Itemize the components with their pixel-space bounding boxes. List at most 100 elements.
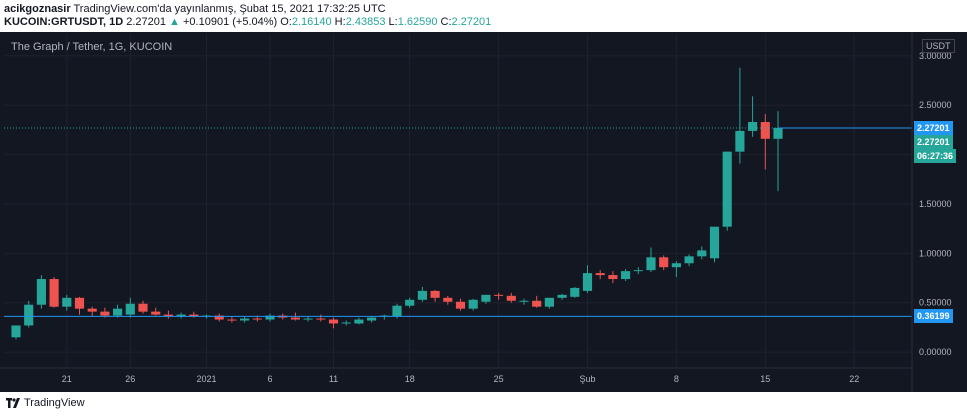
candle-up xyxy=(176,314,186,317)
candle-down xyxy=(595,273,605,276)
candle-up xyxy=(633,270,643,272)
y-tick-label: 0.50000 xyxy=(919,298,952,308)
x-tick-label: 11 xyxy=(329,374,338,384)
candle-up xyxy=(405,299,415,306)
symbol-ohlc: KUCOIN:GRTUSDT, 1D 2.27201 ▲ +0.10901 (+… xyxy=(4,16,491,28)
x-tick-label: 18 xyxy=(405,374,415,384)
candle-down xyxy=(430,290,440,298)
candle-up xyxy=(544,297,554,307)
candle-up xyxy=(646,257,656,271)
y-tick-label: 0.00000 xyxy=(919,347,952,357)
x-tick-label: 15 xyxy=(760,374,770,384)
candle-up xyxy=(341,322,351,324)
candle-down xyxy=(608,275,618,280)
candle-up xyxy=(265,315,275,320)
last-price: 2.27201 xyxy=(123,16,166,28)
candle-down xyxy=(659,257,669,268)
open-label: O: xyxy=(277,16,292,28)
candle-up xyxy=(557,294,567,298)
symbol-label: KUCOIN:GRTUSDT, 1D xyxy=(4,16,124,28)
candle-down xyxy=(252,318,262,320)
x-tick-label: 25 xyxy=(494,374,504,384)
candle-down xyxy=(316,318,326,320)
candle-up xyxy=(62,297,72,307)
unit-label[interactable]: USDT xyxy=(922,39,955,53)
candlestick-chart[interactable]: 3.000002.500002.000001.500001.000000.500… xyxy=(0,32,967,392)
candle-up xyxy=(684,256,694,264)
candle-up xyxy=(392,305,402,317)
candle-up xyxy=(481,294,491,302)
candle-up xyxy=(468,299,478,309)
x-tick-label: 26 xyxy=(125,374,135,384)
up-arrow-icon: ▲ xyxy=(166,16,183,28)
current-price-label: 2.27201 xyxy=(914,120,953,135)
candle-up xyxy=(621,271,631,280)
grid-lines xyxy=(4,34,912,368)
candle-down xyxy=(760,122,770,139)
chart-area[interactable]: 3.000002.500002.000001.500001.000000.500… xyxy=(0,32,967,392)
candle-up xyxy=(36,279,46,305)
candle-up xyxy=(671,263,681,268)
candle-down xyxy=(163,314,173,317)
candle-up xyxy=(722,151,732,227)
close-price-label: 2.27201 xyxy=(914,134,953,149)
candle-up xyxy=(735,130,745,152)
publish-info: acikgoznasir TradingView.com'da yayınlan… xyxy=(4,3,386,15)
candle-up xyxy=(354,319,364,324)
high-value: 2.43853 xyxy=(345,16,386,28)
author-name[interactable]: acikgoznasir xyxy=(4,3,71,15)
y-tick-label: 3.00000 xyxy=(919,51,952,61)
candle-down xyxy=(74,297,85,309)
candle-down xyxy=(506,295,516,301)
countdown-label: 06:27:36 xyxy=(914,148,957,163)
candle-up xyxy=(709,226,720,259)
publish-date: TradingView.com'da yayınlanmış, Şubat 15… xyxy=(70,3,386,15)
footer: TradingView xyxy=(0,392,967,416)
low-value: 1.62590 xyxy=(397,16,438,28)
candle-up xyxy=(240,318,250,321)
candles xyxy=(11,67,783,340)
publish-header: acikgoznasir TradingView.com'da yayınlan… xyxy=(0,0,967,32)
candle-up xyxy=(570,287,580,297)
y-tick-label: 1.00000 xyxy=(919,248,952,258)
candle-up xyxy=(303,318,313,320)
chart-title: The Graph / Tether, 1G, KUCOIN xyxy=(11,41,173,53)
close-value: 2.27201 xyxy=(451,16,492,28)
candle-up xyxy=(417,290,427,300)
candle-up xyxy=(582,273,593,291)
candle-down xyxy=(49,279,59,307)
candle-down xyxy=(494,294,504,296)
candle-up xyxy=(519,300,529,302)
candle-down xyxy=(227,319,237,321)
x-tick-label: Şub xyxy=(579,374,595,384)
tradingview-logo-icon xyxy=(6,398,20,408)
candle-down xyxy=(290,317,300,320)
candle-up xyxy=(773,127,783,139)
x-tick-label: 2021 xyxy=(196,374,216,384)
price-axis-bg xyxy=(912,32,967,392)
candle-down xyxy=(443,297,453,302)
candle-up xyxy=(367,317,377,321)
candle-down xyxy=(87,308,97,312)
candle-down xyxy=(100,311,110,316)
high-label: H: xyxy=(331,16,346,28)
tradingview-brand[interactable]: TradingView xyxy=(24,397,85,409)
candle-up xyxy=(24,304,34,326)
x-tick-label: 21 xyxy=(62,374,72,384)
time-axis[interactable]: 21 26 2021 6 11 18 25 Şub 8 15 22 xyxy=(0,367,912,384)
candle-up xyxy=(697,250,707,257)
price-change: +0.10901 (+5.04%) xyxy=(183,16,278,28)
price-axis[interactable]: 3.000002.500002.000001.500001.000000.500… xyxy=(911,32,967,392)
open-value: 2.16140 xyxy=(291,16,332,28)
candle-up xyxy=(748,122,758,131)
x-tick-label: 8 xyxy=(674,374,679,384)
y-tick-label: 2.50000 xyxy=(919,100,952,110)
candle-down xyxy=(455,301,466,309)
x-tick-label: 22 xyxy=(849,374,859,384)
candle-up xyxy=(11,325,21,338)
candle-up xyxy=(125,303,135,315)
horizontal-lines xyxy=(4,127,912,317)
candle-down xyxy=(189,314,199,317)
x-tick-label: 6 xyxy=(267,374,272,384)
candle-down xyxy=(214,315,224,320)
